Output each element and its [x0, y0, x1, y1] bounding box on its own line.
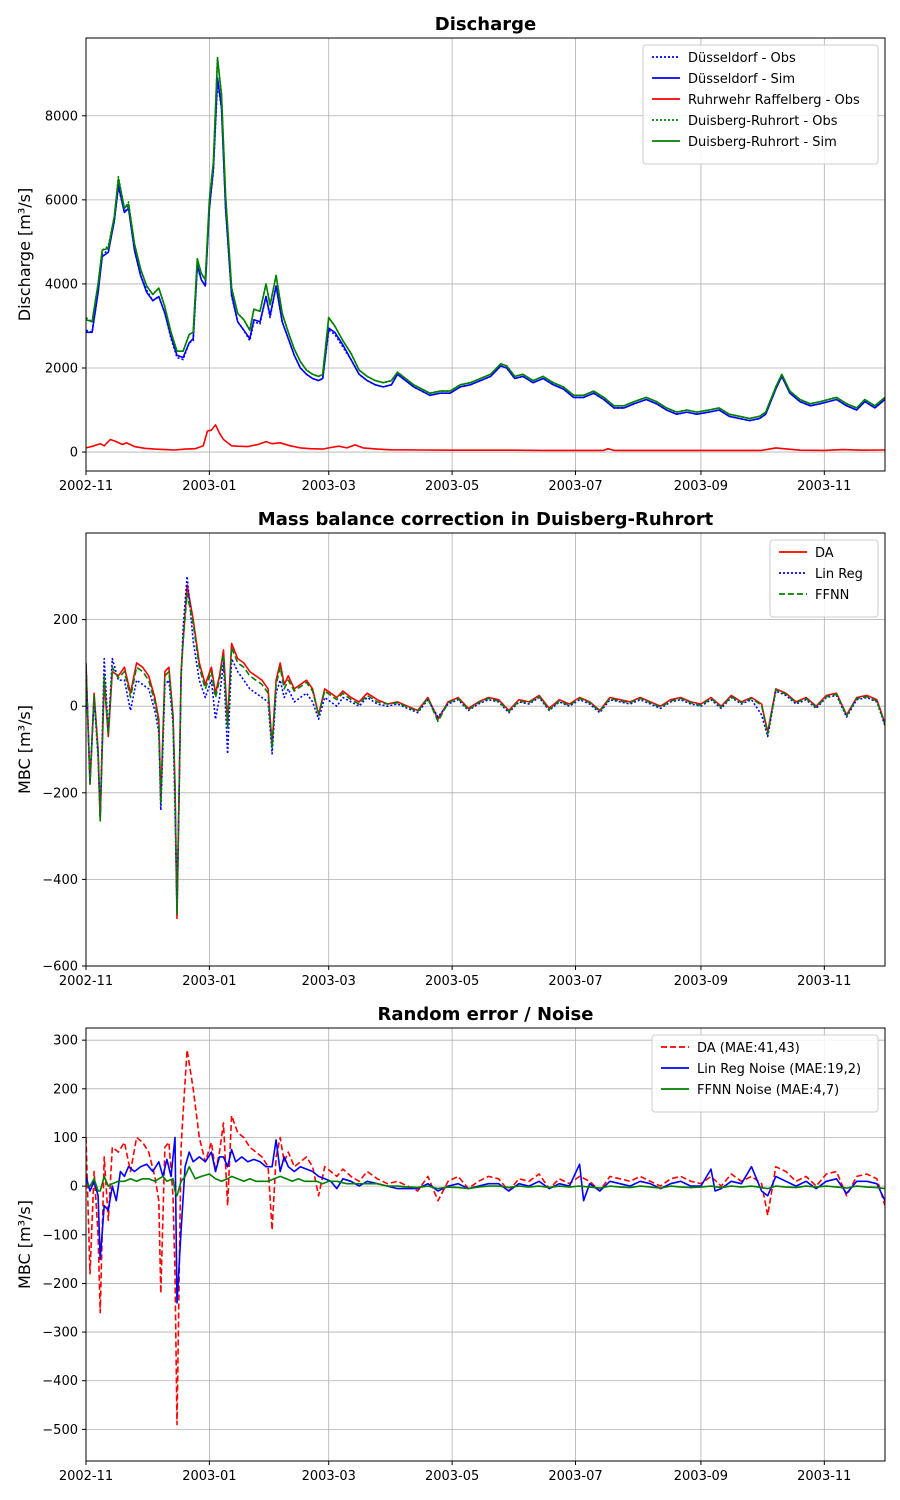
- series-line-2: [86, 1136, 885, 1304]
- chart-panel-3: 2002-11 2003-01 2003-03 2003-05 2003-07 2003-…: [15, 1004, 886, 1484]
- x-tick-label: 2003-03: [302, 974, 356, 989]
- x-tick-label: 2003-03: [302, 479, 356, 494]
- legend-label: FFNN Noise (MAE:4,7): [697, 1083, 839, 1098]
- y-tick-label: 6000: [45, 193, 78, 208]
- y-tick-label: −300: [42, 1326, 78, 1341]
- series-line-3: [86, 592, 885, 915]
- y-tick-label: 200: [53, 1082, 78, 1097]
- y-tick-label: 8000: [45, 109, 78, 124]
- series-line-1: [86, 584, 885, 920]
- legend-label: Duisberg-Ruhrort - Obs: [688, 114, 838, 129]
- y-tick-label: 4000: [45, 277, 78, 292]
- chart-title: Discharge: [435, 14, 536, 35]
- legend: Düsseldorf - Obs Düsseldorf - Sim Ruhrwehr…: [642, 44, 879, 165]
- y-tick-label: 100: [53, 1131, 78, 1146]
- plot-frame: [85, 1027, 886, 1462]
- legend-label: Ruhrwehr Raffelberg - Obs: [688, 93, 860, 108]
- y-tick-label: −400: [42, 873, 78, 888]
- y-tick-label: −500: [42, 1423, 78, 1438]
- legend-label: Lin Reg Noise (MAE:19,2): [697, 1062, 861, 1077]
- chart-title: Mass balance correction in Duisberg-Ruhr…: [258, 509, 714, 530]
- plot-frame: [85, 532, 886, 967]
- series-line-5: [86, 58, 885, 420]
- x-tick-label: 2003-05: [425, 974, 479, 989]
- y-axis-label: MBC [m³/s]: [15, 1200, 34, 1289]
- x-tick-label: 2003-03: [302, 1469, 356, 1484]
- y-tick-label: 300: [53, 1034, 78, 1049]
- legend-label: Düsseldorf - Sim: [688, 72, 795, 87]
- chart-panel-1: 2002-11 2003-01 2003-03 2003-05 2003-07 2003-…: [15, 14, 886, 494]
- y-tick-label: 0: [70, 700, 78, 715]
- y-tick-label: 0: [70, 1180, 78, 1195]
- x-tick-label: 2002-11: [59, 974, 113, 989]
- x-tick-label: 2003-11: [797, 479, 851, 494]
- chart-panel-2: 2002-11 2003-01 2003-03 2003-05 2003-07 2003-…: [15, 509, 886, 989]
- x-tick-label: 2003-01: [182, 974, 236, 989]
- x-tick-label: 2003-05: [425, 479, 479, 494]
- series-group: [86, 575, 885, 920]
- y-tick-label: −600: [42, 960, 78, 975]
- y-axis-label: MBC [m³/s]: [15, 705, 34, 794]
- series-line-2: [86, 575, 885, 911]
- y-tick-label: −100: [42, 1228, 78, 1243]
- legend: DA Lin Reg FFNN: [769, 539, 879, 618]
- plot-frame: [85, 37, 886, 472]
- x-tick-label: 2002-11: [59, 1469, 113, 1484]
- series-group: [86, 56, 885, 452]
- legend-box: [651, 1034, 879, 1113]
- y-tick-label: 200: [53, 613, 78, 628]
- series-group: [86, 1049, 885, 1426]
- x-tick-label: 2003-07: [548, 974, 602, 989]
- legend: DA (MAE:41,43) Lin Reg Noise (MAE:19,2) FF…: [651, 1034, 879, 1113]
- series-line-3: [86, 423, 885, 452]
- chart-title: Random error / Noise: [378, 1004, 594, 1025]
- x-tick-label: 2003-09: [674, 974, 728, 989]
- legend-label: FFNN: [815, 588, 849, 603]
- series-line-2: [86, 77, 885, 422]
- x-tick-label: 2003-09: [674, 1469, 728, 1484]
- series-line-1: [86, 1049, 885, 1426]
- legend-label: DA: [815, 546, 834, 561]
- legend-box: [642, 44, 879, 165]
- y-tick-label: 0: [70, 446, 78, 461]
- legend-label: DA (MAE:41,43): [697, 1041, 800, 1056]
- y-axis-label: Discharge [m³/s]: [15, 188, 34, 321]
- x-tick-label: 2003-11: [797, 1469, 851, 1484]
- y-tick-label: −200: [42, 1277, 78, 1292]
- x-tick-label: 2003-11: [797, 974, 851, 989]
- x-tick-label: 2003-01: [182, 479, 236, 494]
- y-tick-label: 2000: [45, 362, 78, 377]
- legend-label: Düsseldorf - Obs: [688, 51, 796, 66]
- x-tick-label: 2003-09: [674, 479, 728, 494]
- x-tick-label: 2003-01: [182, 1469, 236, 1484]
- y-tick-label: −200: [42, 786, 78, 801]
- series-line-3: [86, 1165, 885, 1197]
- x-tick-label: 2003-05: [425, 1469, 479, 1484]
- legend-label: Duisberg-Ruhrort - Sim: [688, 135, 837, 150]
- x-tick-label: 2003-07: [548, 479, 602, 494]
- legend-label: Lin Reg: [815, 567, 863, 582]
- legend-box: [769, 539, 879, 618]
- x-tick-label: 2003-07: [548, 1469, 602, 1484]
- x-tick-label: 2002-11: [59, 479, 113, 494]
- y-tick-label: −400: [42, 1374, 78, 1389]
